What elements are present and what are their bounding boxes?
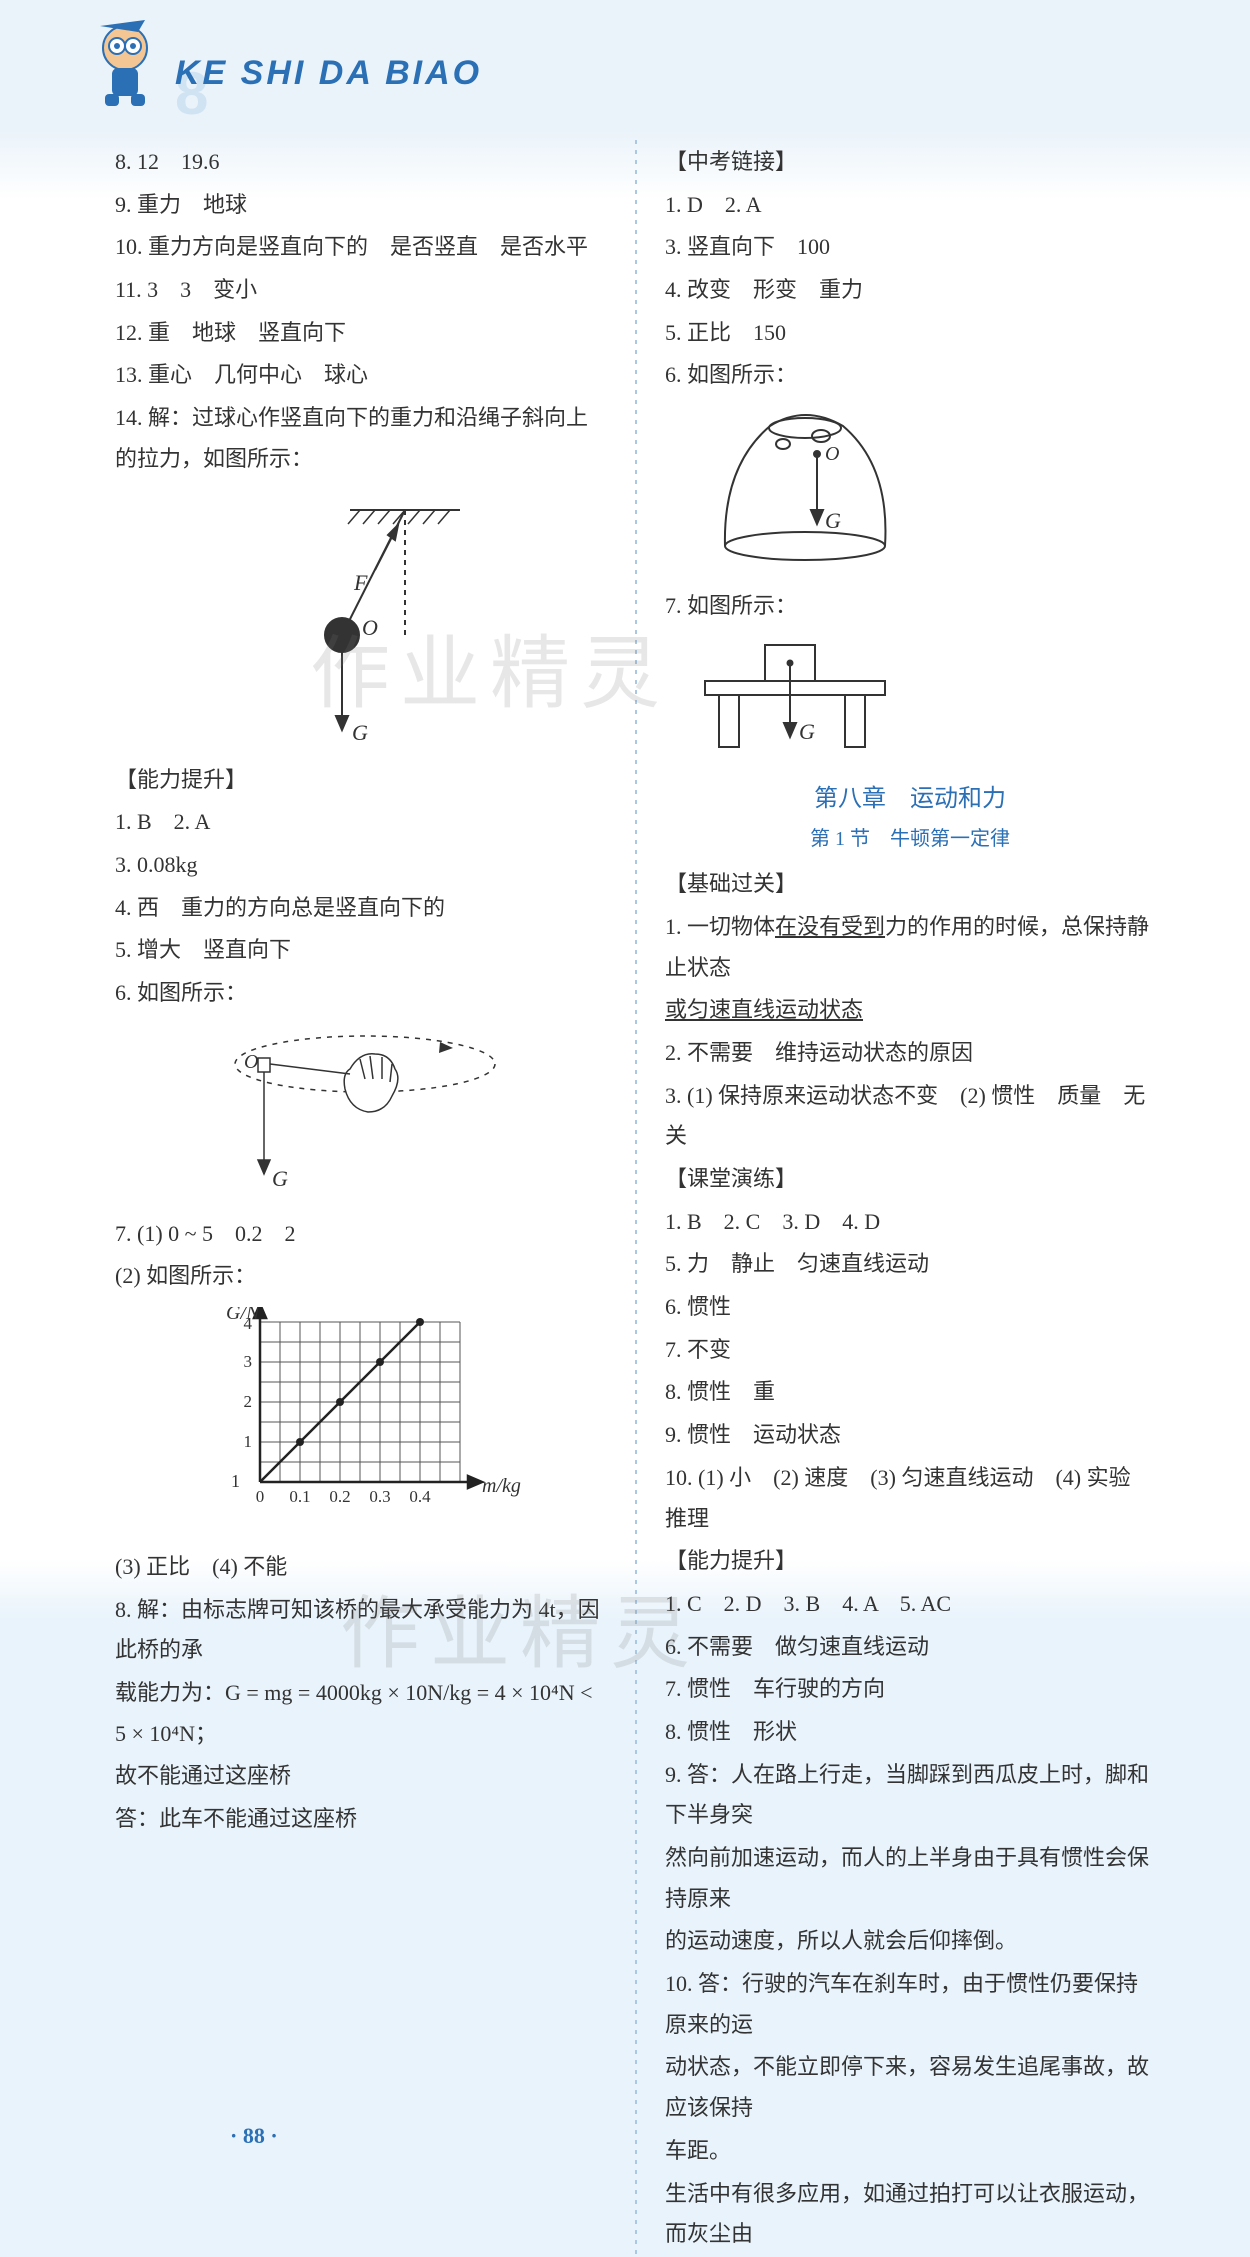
xt4: 0.4 bbox=[409, 1487, 431, 1506]
ab2-6: 6. 不需要 做匀速直线运动 bbox=[665, 1627, 1155, 1668]
ans-11: 11. 3 3 变小 bbox=[115, 270, 605, 311]
yt1: 1 bbox=[244, 1432, 253, 1451]
ability-6: 6. 如图所示： bbox=[115, 973, 605, 1014]
section-title: 第 1 节 牛顿第一定律 bbox=[665, 821, 1155, 858]
label-o: O bbox=[362, 615, 378, 640]
right-column: 【中考链接】 1. D 2. A 3. 竖直向下 100 4. 改变 形变 重力… bbox=[635, 140, 1155, 2257]
page-number: · 88 · bbox=[0, 2116, 1250, 2157]
xt0: 0 bbox=[256, 1487, 265, 1506]
header-title: 8 KE SHI DA BIAO bbox=[175, 42, 482, 105]
ability-8-1: 8. 解：由标志牌可知该桥的最大承受能力为 4t，因此桥的承 bbox=[115, 1590, 605, 1671]
y1: 1 bbox=[231, 1471, 240, 1491]
class-8: 8. 惯性 重 bbox=[665, 1372, 1155, 1413]
ability-3: 3. 0.08kg bbox=[115, 845, 605, 886]
ability-label: 【能力提升】 bbox=[115, 760, 605, 801]
ans-12: 12. 重 地球 竖直向下 bbox=[115, 313, 605, 354]
mascot-icon bbox=[90, 18, 160, 108]
ability-8-4: 答：此车不能通过这座桥 bbox=[115, 1799, 605, 1840]
exam-7: 7. 如图所示： bbox=[665, 586, 1155, 627]
yt4: 4 bbox=[244, 1314, 253, 1333]
fig3-g: G bbox=[825, 508, 841, 533]
ans-8: 8. 12 19.6 bbox=[115, 142, 605, 183]
class-7: 7. 不变 bbox=[665, 1330, 1155, 1371]
exam-5: 5. 正比 150 bbox=[665, 313, 1155, 354]
xt2: 0.2 bbox=[329, 1487, 350, 1506]
basic-1a: 1. 一切物体 bbox=[665, 914, 775, 939]
yt2: 2 bbox=[244, 1392, 253, 1411]
yt3: 3 bbox=[244, 1352, 253, 1371]
ability-8-2: 载能力为：G = mg = 4000kg × 10N/kg = 4 × 10⁴N… bbox=[115, 1673, 605, 1754]
ans-9: 9. 重力 地球 bbox=[115, 185, 605, 226]
spinning-ball-diagram: O G bbox=[210, 1024, 510, 1204]
class-5: 5. 力 静止 匀速直线运动 bbox=[665, 1244, 1155, 1285]
ab2-10-4: 生活中有很多应用，如通过拍打可以让衣服运动，而灰尘由 bbox=[665, 2174, 1155, 2255]
ability-7-1: 7. (1) 0 ~ 5 0.2 2 bbox=[115, 1214, 605, 1255]
ab2-9-1: 9. 答：人在路上行走，当脚踩到西瓜皮上时，脚和下半身突 bbox=[665, 1755, 1155, 1836]
column-divider bbox=[635, 140, 637, 2257]
fig2-o: O bbox=[244, 1051, 258, 1073]
pendulum-diagram: F O G bbox=[230, 490, 490, 750]
class-1: 1. B 2. C 3. D 4. D bbox=[665, 1202, 1155, 1243]
exam-4: 4. 改变 形变 重力 bbox=[665, 270, 1155, 311]
page-header: 8 KE SHI DA BIAO bbox=[0, 0, 1250, 140]
basic-1b: 在没有受到 bbox=[775, 914, 885, 939]
exam-label: 【中考链接】 bbox=[665, 142, 1155, 183]
exam-1: 1. D 2. A bbox=[665, 185, 1155, 226]
ans-14: 14. 解：过球心作竖直向下的重力和沿绳子斜向上的拉力，如图所示： bbox=[115, 398, 605, 479]
bell-diagram: O G bbox=[695, 406, 915, 576]
ability-1: 1. B 2. A bbox=[115, 802, 605, 843]
label-f: F bbox=[353, 570, 368, 595]
class-10: 10. (1) 小 (2) 速度 (3) 匀速直线运动 (4) 实验 推理 bbox=[665, 1458, 1155, 1539]
ability-7-2: (2) 如图所示： bbox=[115, 1256, 605, 1297]
header-pinyin: KE SHI DA BIAO bbox=[175, 54, 482, 92]
xt3: 0.3 bbox=[369, 1487, 390, 1506]
ability-7-3: (3) 正比 (4) 不能 bbox=[115, 1547, 605, 1588]
fig3-o: O bbox=[825, 443, 839, 465]
class-label: 【课堂演练】 bbox=[665, 1159, 1155, 1200]
exam-6: 6. 如图所示： bbox=[665, 355, 1155, 396]
class-9: 9. 惯性 运动状态 bbox=[665, 1415, 1155, 1456]
basic-2: 2. 不需要 维持运动状态的原因 bbox=[665, 1033, 1155, 1074]
xt1: 0.1 bbox=[289, 1487, 310, 1506]
ab2-9-3: 的运动速度，所以人就会后仰摔倒。 bbox=[665, 1921, 1155, 1962]
ability2-label: 【能力提升】 bbox=[665, 1541, 1155, 1582]
ability-4: 4. 西 重力的方向总是竖直向下的 bbox=[115, 888, 605, 929]
fig2-g: G bbox=[272, 1166, 288, 1191]
chart-xlabel: m/kg bbox=[482, 1475, 521, 1497]
basic-1d: 或匀速直线运动状态 bbox=[665, 990, 1155, 1031]
ab2-7: 7. 惯性 车行驶的方向 bbox=[665, 1669, 1155, 1710]
ab2-8: 8. 惯性 形状 bbox=[665, 1712, 1155, 1753]
ab2-1: 1. C 2. D 3. B 4. A 5. AC bbox=[665, 1584, 1155, 1625]
basic-3: 3. (1) 保持原来运动状态不变 (2) 惯性 质量 无关 bbox=[665, 1076, 1155, 1157]
chapter-title: 第八章 运动和力 bbox=[665, 777, 1155, 821]
ability-8-3: 故不能通过这座桥 bbox=[115, 1756, 605, 1797]
basic-1: 1. 一切物体在没有受到力的作用的时候，总保持静止状态 bbox=[665, 907, 1155, 988]
exam-3: 3. 竖直向下 100 bbox=[665, 227, 1155, 268]
ans-13: 13. 重心 几何中心 球心 bbox=[115, 355, 605, 396]
table-diagram: G bbox=[685, 637, 905, 767]
ans-10: 10. 重力方向是竖直向下的 是否竖直 是否水平 bbox=[115, 227, 605, 268]
class-6: 6. 惯性 bbox=[665, 1287, 1155, 1328]
basic-label: 【基础过关】 bbox=[665, 864, 1155, 905]
fig4-g: G bbox=[799, 719, 815, 744]
left-column: 8. 12 19.6 9. 重力 地球 10. 重力方向是竖直向下的 是否竖直 … bbox=[115, 140, 635, 2257]
gn-chart: G/N m/kg 1 1 2 3 4 0 0.1 0.2 0.3 0.4 bbox=[190, 1307, 530, 1537]
label-g: G bbox=[352, 720, 368, 745]
ability-5: 5. 增大 竖直向下 bbox=[115, 930, 605, 971]
ab2-9-2: 然向前加速运动，而人的上半身由于具有惯性会保持原来 bbox=[665, 1838, 1155, 1919]
ab2-10-1: 10. 答：行驶的汽车在刹车时，由于惯性仍要保持原来的运 bbox=[665, 1964, 1155, 2045]
